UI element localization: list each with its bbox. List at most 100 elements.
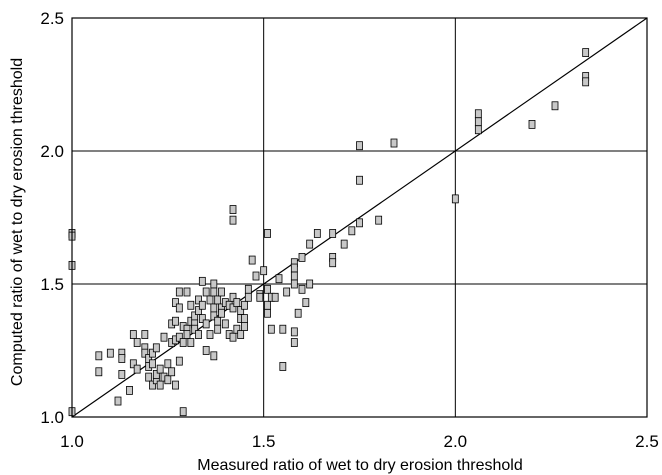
data-point-27 <box>152 343 160 353</box>
data-point-99 <box>252 271 260 281</box>
data-point-4 <box>95 351 103 361</box>
y-tick-label-3: 2.5 <box>40 9 64 28</box>
data-point-43 <box>175 332 183 342</box>
data-point-122 <box>298 252 306 262</box>
data-point-103 <box>264 308 271 318</box>
data-point-42 <box>175 303 183 313</box>
data-point-24 <box>149 380 156 390</box>
data-point-6 <box>106 348 114 358</box>
data-point-17 <box>141 348 149 358</box>
data-points <box>68 48 590 417</box>
data-point-112 <box>279 324 287 334</box>
data-point-14 <box>133 338 141 347</box>
data-point-7 <box>114 396 122 406</box>
data-point-111 <box>279 362 287 371</box>
data-point-86 <box>229 303 237 313</box>
data-point-62 <box>198 300 206 310</box>
data-point-142 <box>551 101 559 111</box>
data-point-13 <box>129 330 137 339</box>
data-point-74 <box>214 316 222 326</box>
y-tick-label-1: 1.5 <box>40 275 64 294</box>
data-point-105 <box>264 300 271 310</box>
data-point-132 <box>356 141 363 151</box>
data-point-93 <box>241 322 248 331</box>
data-point-21 <box>145 372 153 382</box>
data-point-39 <box>172 316 179 326</box>
data-point-5 <box>95 367 103 377</box>
data-point-26 <box>152 370 160 379</box>
data-point-48 <box>183 287 191 297</box>
data-point-128 <box>329 258 337 268</box>
data-point-51 <box>187 300 195 310</box>
data-point-85 <box>229 292 237 302</box>
data-point-37 <box>172 380 179 390</box>
data-point-88 <box>233 298 241 308</box>
data-point-121 <box>298 284 306 294</box>
data-point-18 <box>141 330 149 339</box>
data-point-15 <box>133 364 141 374</box>
data-point-135 <box>375 215 383 225</box>
data-point-67 <box>206 330 214 339</box>
data-point-109 <box>271 292 279 302</box>
data-point-125 <box>306 239 314 249</box>
data-point-32 <box>164 359 172 369</box>
data-point-131 <box>348 226 356 236</box>
data-point-137 <box>451 194 459 204</box>
data-point-83 <box>229 205 237 214</box>
data-point-22 <box>149 348 156 358</box>
x-tick-label-0: 1.0 <box>60 432 84 451</box>
data-point-61 <box>198 314 206 323</box>
data-point-140 <box>474 125 482 135</box>
data-point-113 <box>283 287 291 297</box>
data-point-118 <box>290 327 298 337</box>
data-point-9 <box>118 354 126 363</box>
data-point-126 <box>313 229 321 238</box>
data-point-96 <box>244 284 252 294</box>
data-point-124 <box>306 279 314 289</box>
grid-lines <box>72 18 647 417</box>
data-point-65 <box>202 346 210 355</box>
data-point-47 <box>179 407 187 417</box>
y-tick-labels: 1.0 1.5 2.0 2.5 <box>40 9 64 427</box>
data-point-108 <box>267 324 275 334</box>
data-point-73 <box>214 295 222 305</box>
data-point-50 <box>183 330 191 339</box>
reference-line <box>71 17 648 418</box>
data-point-117 <box>290 279 298 289</box>
data-point-129 <box>329 229 337 238</box>
data-point-120 <box>294 308 302 318</box>
data-point-23 <box>149 359 156 369</box>
data-point-97 <box>244 292 252 302</box>
data-point-89 <box>233 324 241 334</box>
data-point-28 <box>156 364 164 374</box>
data-point-38 <box>172 298 179 308</box>
data-point-12 <box>129 359 137 369</box>
data-point-80 <box>221 319 229 329</box>
data-point-110 <box>275 274 283 284</box>
data-point-34 <box>168 367 176 377</box>
data-point-138 <box>474 109 482 119</box>
y-tick-label-2: 2.0 <box>40 142 64 161</box>
data-point-56 <box>191 324 199 334</box>
data-point-68 <box>210 279 218 289</box>
data-point-101 <box>256 292 264 302</box>
data-point-87 <box>229 332 237 342</box>
data-point-57 <box>195 295 202 305</box>
data-point-44 <box>175 356 183 366</box>
data-point-75 <box>214 324 222 334</box>
plot-frame <box>71 17 648 418</box>
data-point-115 <box>290 263 298 273</box>
data-point-70 <box>210 303 218 313</box>
data-point-134 <box>356 218 363 228</box>
x-axis-label: Measured ratio of wet to dry erosion thr… <box>197 457 523 474</box>
data-point-133 <box>356 175 363 185</box>
data-point-69 <box>210 287 218 297</box>
data-point-59 <box>195 330 202 339</box>
y-axis-label: Computed ratio of wet to dry erosion thr… <box>9 58 26 386</box>
x-tick-label-3: 2.5 <box>635 432 659 451</box>
data-point-71 <box>210 311 218 321</box>
data-point-10 <box>118 370 126 379</box>
data-point-53 <box>187 338 195 347</box>
data-point-31 <box>160 332 168 342</box>
data-point-123 <box>302 298 310 308</box>
